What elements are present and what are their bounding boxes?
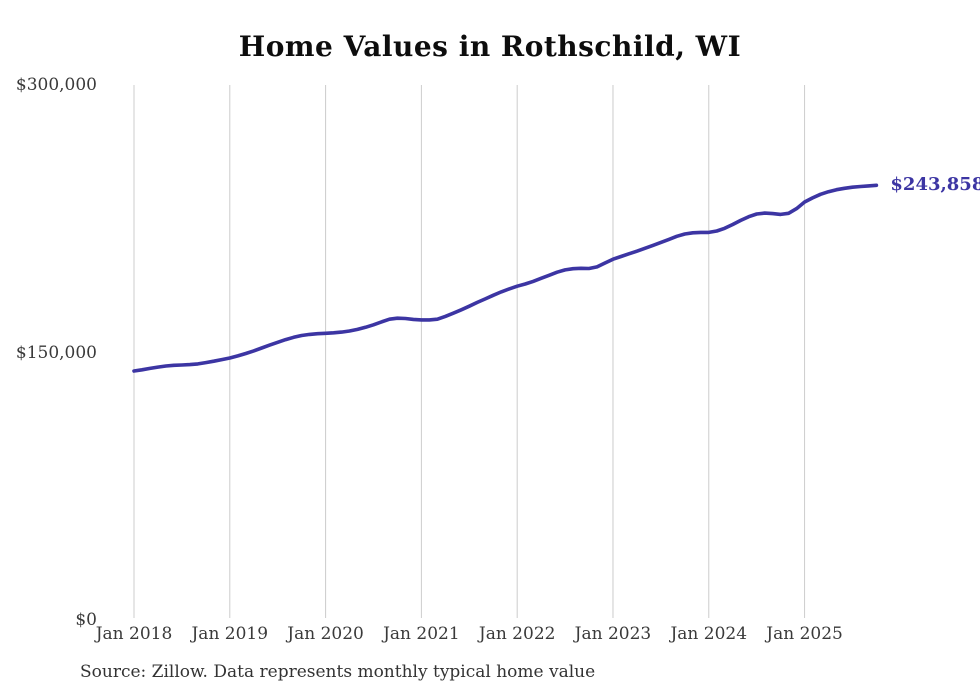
x-axis-label: Jan 2018 [95,624,173,644]
source-note: Source: Zillow. Data represents monthly … [80,662,596,682]
x-axis-label: Jan 2021 [383,624,460,644]
x-axis-label: Jan 2024 [670,624,748,644]
x-axis-label: Jan 2023 [574,624,652,644]
end-value-label: $243,858 [890,174,980,196]
x-axis-label: Jan 2025 [766,624,843,644]
y-axis-label-150k: $150,000 [15,343,97,363]
y-axis-label-0: $0 [75,610,97,630]
y-axis-label-300k: $300,000 [15,75,97,95]
x-axis-label: Jan 2020 [287,624,364,644]
x-axis-label: Jan 2022 [478,624,556,644]
vertical-gridlines [133,85,806,618]
x-axis-label: Jan 2019 [191,624,269,644]
chart-title: Home Values in Rothschild, WI [238,30,742,63]
home-value-line [132,183,879,373]
